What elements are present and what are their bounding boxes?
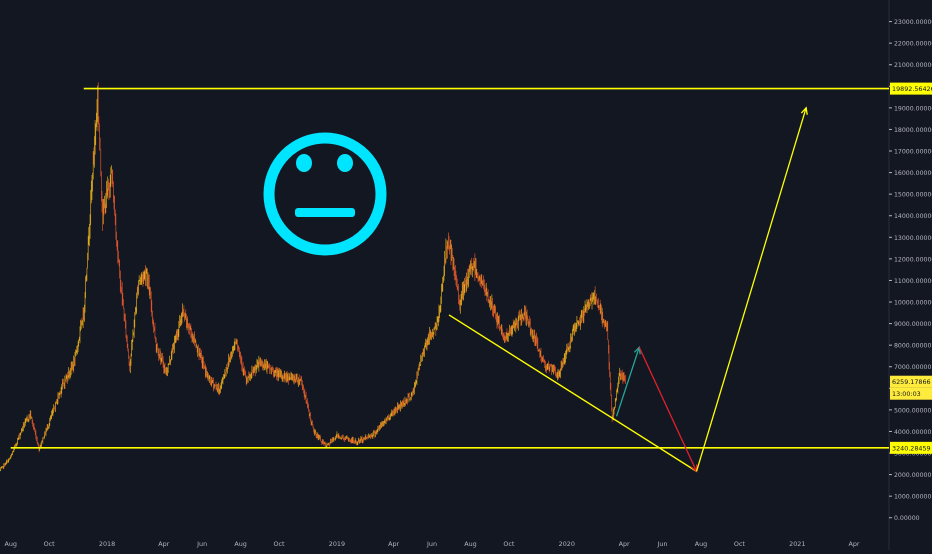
neutral-face-icon — [263, 132, 387, 256]
time-tick-label: Apr — [848, 540, 859, 548]
time-tick-label: Apr — [158, 540, 169, 548]
price-tick-label: 4000.00000 — [894, 429, 931, 436]
time-tick-label: 2018 — [99, 540, 115, 548]
price-tick-label: 17000.00000 — [894, 149, 932, 156]
price-tick-label: 19000.00000 — [894, 105, 932, 112]
time-tick-label: Aug — [464, 540, 476, 548]
yellow-arrow-head — [800, 106, 808, 115]
price-tick-label: 1000.00000 — [894, 494, 931, 501]
time-tick-label: Aug — [695, 540, 707, 548]
price-tick-label: 11000.00000 — [894, 278, 932, 285]
resistance-price-label: 19892.56426 — [892, 85, 932, 93]
price-tick-label: 8000.00000 — [894, 343, 931, 350]
price-tick-label: 13000.00000 — [894, 235, 932, 242]
time-tick-label: Aug — [234, 540, 246, 548]
price-tick-label: 15000.00000 — [894, 192, 932, 199]
price-tick-label: 10000.00000 — [894, 300, 932, 307]
support-price-label-bg — [890, 441, 932, 454]
candle-series[interactable] — [0, 82, 626, 472]
price-tick-label: 16000.00000 — [894, 170, 932, 177]
resistance-price-label-bg — [890, 82, 932, 95]
face-mouth — [295, 208, 355, 217]
time-tick-label: Apr — [388, 540, 399, 548]
time-tick-label: 2020 — [559, 540, 575, 548]
price-tick-label: 2000.00000 — [894, 472, 931, 479]
price-tick-label: 9000.00000 — [894, 321, 931, 328]
yellow-arrow-line[interactable] — [695, 107, 807, 472]
price-tick-label: 0.00000 — [894, 515, 920, 522]
drawing-layer[interactable] — [10, 87, 889, 473]
current-price-label: 6259.17866 — [892, 378, 931, 386]
time-tick-label: Jun — [426, 540, 437, 548]
time-tick-label: Oct — [273, 540, 285, 548]
time-tick-label: Jun — [196, 540, 207, 548]
price-tick-label: 18000.00000 — [894, 127, 932, 134]
time-tick-label: 2021 — [789, 540, 805, 548]
red-arrow-line[interactable] — [638, 347, 698, 472]
face-left-eye — [296, 154, 312, 172]
time-tick-label: 2019 — [329, 540, 345, 548]
green-arrow-line[interactable] — [615, 347, 640, 417]
current-price-label-bg — [890, 375, 932, 388]
time-tick-label: Oct — [503, 540, 515, 548]
bar-countdown-label: 13:00:03 — [892, 390, 921, 398]
price-tick-label: 12000.00000 — [894, 256, 932, 263]
price-tick-label: 21000.00000 — [894, 62, 932, 69]
time-tick-label: Apr — [619, 540, 630, 548]
time-tick-label: Jun — [657, 540, 668, 548]
price-tick-label: 3000.00000 — [894, 451, 931, 458]
time-tick-label: Oct — [44, 540, 56, 548]
time-tick-label: Oct — [734, 540, 746, 548]
price-tick-label: 22000.00000 — [894, 41, 932, 48]
face-right-eye — [337, 154, 353, 172]
price-labels[interactable]: 19892.56426 3240.28459 6259.17866 13:00:03 — [890, 82, 932, 454]
time-axis[interactable]: Aug Oct 2018 Apr Jun Aug Oct 2019 Apr Jun Aug Oct 20… — [4, 540, 859, 548]
price-tick-label: 23000.00000 — [894, 19, 932, 26]
time-tick-label: Aug — [4, 540, 16, 548]
trend-line[interactable] — [448, 314, 697, 472]
price-tick-label: 5000.00000 — [894, 407, 931, 414]
support-price-label: 3240.28459 — [892, 444, 931, 452]
price-tick-label: 14000.00000 — [894, 213, 932, 220]
face-outline — [263, 132, 387, 256]
bar-countdown-label-bg — [890, 387, 932, 400]
price-tick-label: 7000.00000 — [894, 364, 931, 371]
